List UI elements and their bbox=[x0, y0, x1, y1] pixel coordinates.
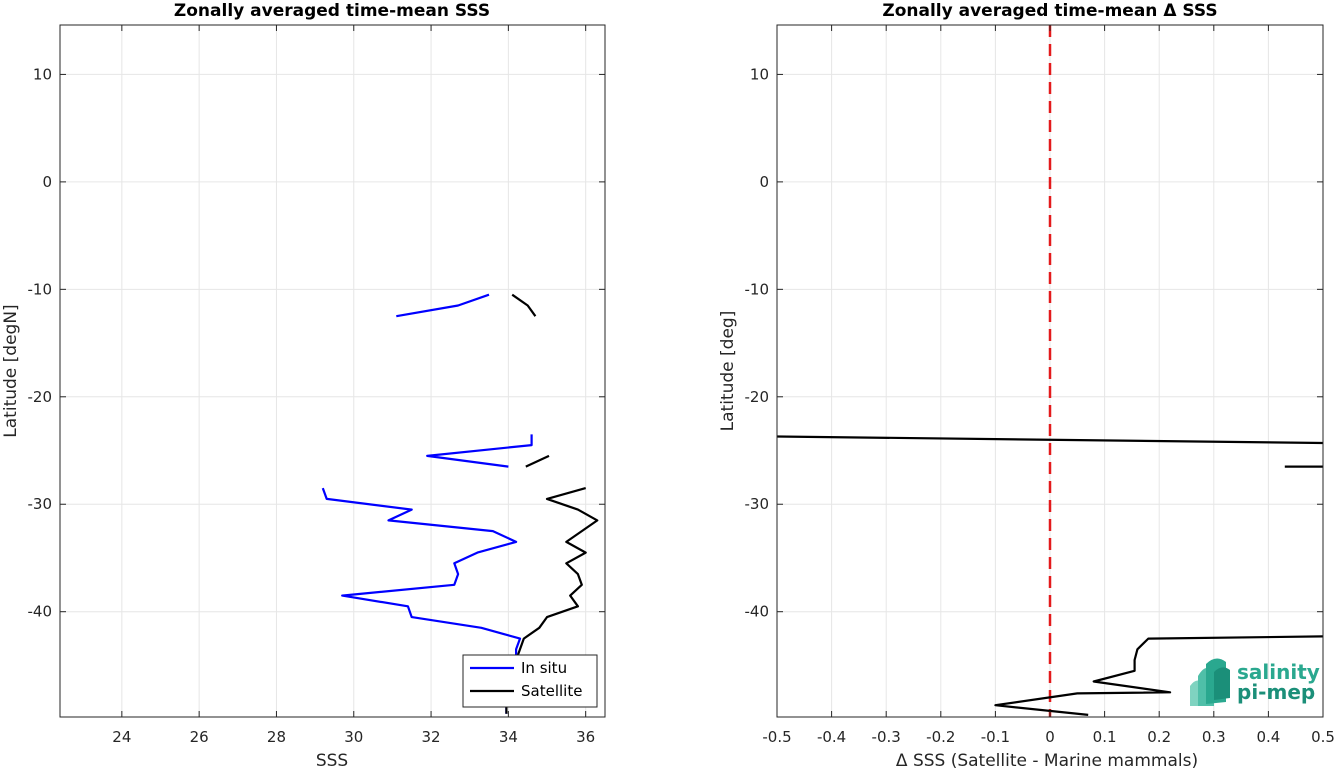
right-plot: Zonally averaged time-mean Δ SSS -0.5 -0.… bbox=[718, 1, 1335, 769]
x-tick-label: 28 bbox=[267, 728, 286, 746]
satellite-line bbox=[511, 293, 537, 317]
left-plot-xlabel: SSS bbox=[316, 751, 348, 769]
y-tick-label: -10 bbox=[28, 280, 53, 298]
y-tick-label: -20 bbox=[28, 388, 53, 406]
right-plot-title: Zonally averaged time-mean Δ SSS bbox=[882, 1, 1217, 21]
series-0-line bbox=[994, 635, 1324, 716]
y-tick-label: -30 bbox=[745, 495, 770, 513]
x-tick-label: -0.3 bbox=[872, 728, 901, 746]
satellite-line bbox=[525, 454, 550, 468]
x-tick-label: 26 bbox=[190, 728, 209, 746]
left-plot: Zonally averaged time-mean SSS 24 26 28 30 3… bbox=[1, 1, 606, 769]
legend-label-in-situ: In situ bbox=[521, 659, 567, 677]
legend-label-satellite: Satellite bbox=[521, 682, 582, 700]
x-tick-label: -0.4 bbox=[817, 728, 846, 746]
x-tick-label: 34 bbox=[499, 728, 518, 746]
salinity-pi-mep-logo: salinity pi-mep bbox=[1190, 658, 1320, 706]
x-tick-label: 36 bbox=[576, 728, 595, 746]
y-tick-label: -40 bbox=[28, 603, 53, 621]
y-tick-label: 10 bbox=[33, 65, 52, 83]
x-tick-label: -0.1 bbox=[981, 728, 1010, 746]
left-plot-grid bbox=[60, 25, 605, 717]
logo-text-salinity: salinity bbox=[1237, 660, 1320, 684]
y-tick-label: 0 bbox=[759, 173, 769, 191]
left-plot-ticks: 24 26 28 30 32 34 36 -40 -30 -20 -10 0 10 bbox=[28, 25, 605, 746]
y-tick-label: -10 bbox=[745, 280, 770, 298]
left-plot-ylabel: Latitude [degN] bbox=[1, 304, 21, 437]
left-plot-area bbox=[60, 25, 605, 717]
y-tick-label: -20 bbox=[745, 388, 770, 406]
right-plot-ylabel: Latitude [deg] bbox=[718, 311, 738, 432]
y-tick-label: 0 bbox=[42, 173, 52, 191]
x-tick-label: 24 bbox=[112, 728, 131, 746]
in-situ-line bbox=[426, 434, 533, 468]
x-tick-label: -0.5 bbox=[762, 728, 791, 746]
x-tick-label: 0.2 bbox=[1147, 728, 1171, 746]
legend-box bbox=[462, 654, 598, 708]
legend: In situ Satellite bbox=[462, 654, 598, 708]
left-plot-frame bbox=[59, 24, 606, 718]
x-tick-label: 30 bbox=[344, 728, 363, 746]
in-situ-line bbox=[396, 293, 490, 318]
x-tick-label: 32 bbox=[422, 728, 441, 746]
right-plot-ticks: -0.5 -0.4 -0.3 -0.2 -0.1 0 0.1 0.2 0.3 0.4 0.5 -40 -… bbox=[745, 25, 1335, 746]
left-plot-title: Zonally averaged time-mean SSS bbox=[174, 1, 490, 21]
x-tick-label: 0.4 bbox=[1256, 728, 1280, 746]
x-tick-label: 0.3 bbox=[1202, 728, 1226, 746]
logo-text-pi-mep: pi-mep bbox=[1237, 680, 1315, 704]
x-tick-label: -0.2 bbox=[926, 728, 955, 746]
right-plot-data bbox=[776, 25, 1324, 717]
y-tick-label: -40 bbox=[745, 603, 770, 621]
right-plot-xlabel: Δ SSS (Satellite - Marine mammals) bbox=[896, 751, 1198, 769]
series-0-line bbox=[776, 435, 1324, 445]
x-tick-label: 0.1 bbox=[1093, 728, 1117, 746]
x-tick-label: 0 bbox=[1045, 728, 1055, 746]
x-tick-label: 0.5 bbox=[1311, 728, 1335, 746]
logo-wave-icon bbox=[1190, 658, 1230, 706]
y-tick-label: -30 bbox=[28, 495, 53, 513]
y-tick-label: 10 bbox=[750, 65, 769, 83]
